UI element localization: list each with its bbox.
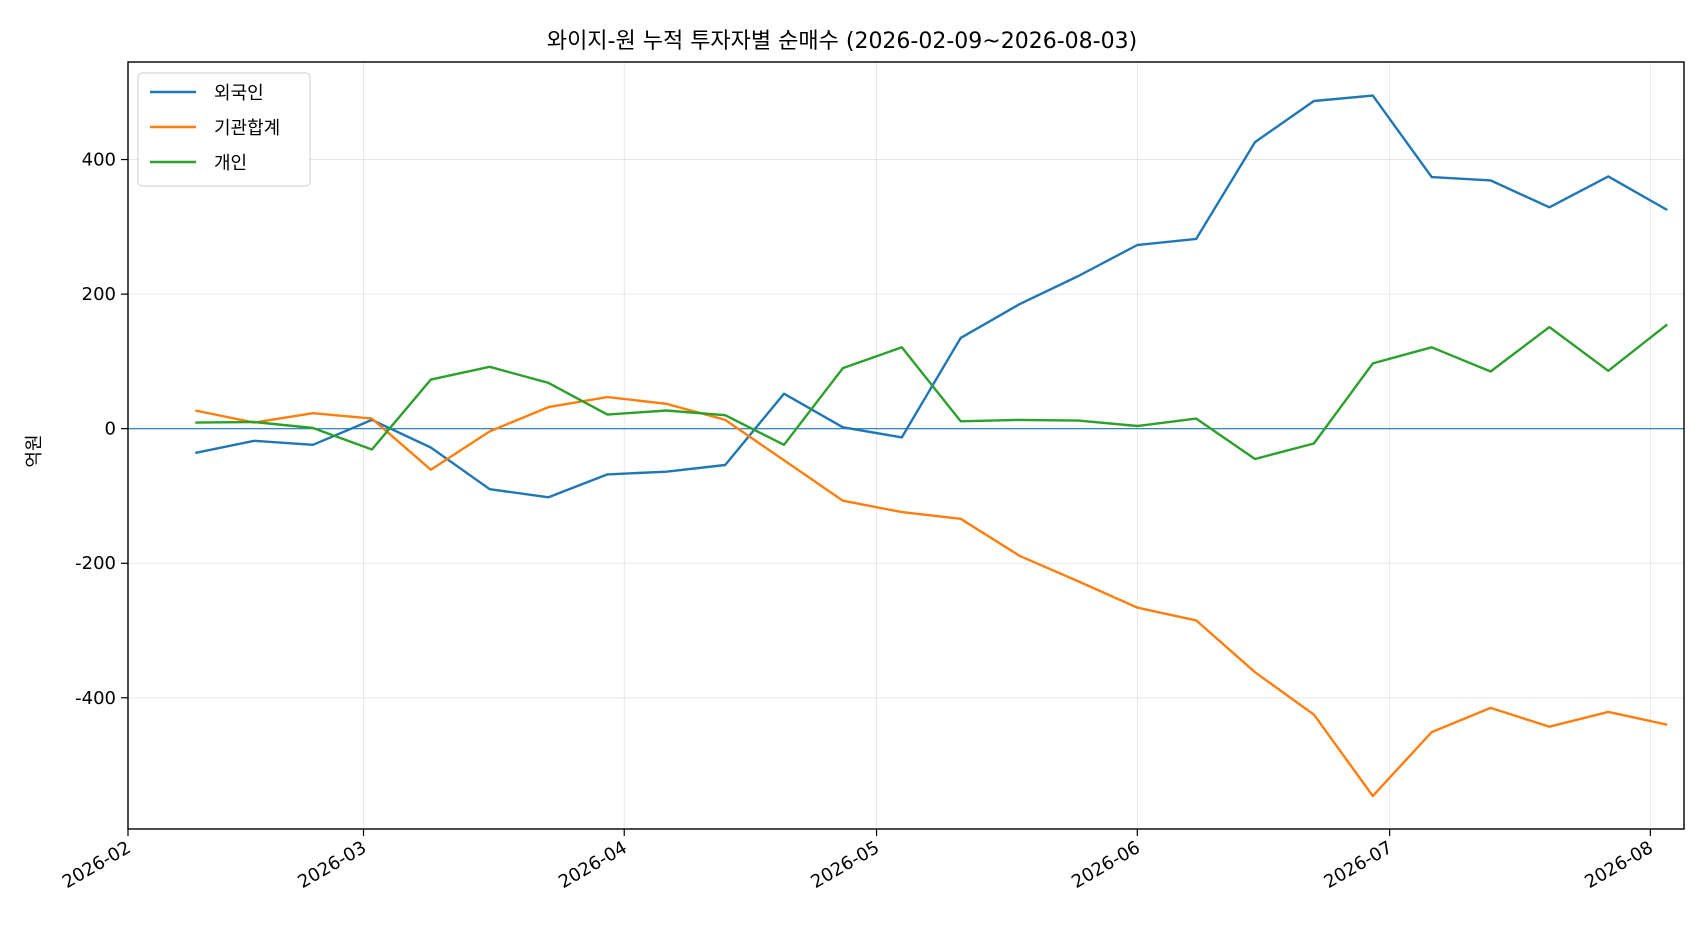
y-tick-label: 200	[82, 284, 116, 305]
series-line-3	[195, 323, 1668, 461]
series-lines	[195, 94, 1668, 798]
y-axis-label: 억원	[24, 434, 45, 467]
y-tick-label: 400	[82, 150, 116, 171]
chart-title: 와이지-원 누적 투자자별 순매수 (2026-02-09~2026-08-03…	[547, 29, 1137, 54]
y-axis-ticks: -400 -200 0 200 400	[75, 150, 128, 709]
y-tick-label: -200	[75, 553, 116, 574]
y-tick-label: -400	[75, 688, 116, 709]
legend-label: 외국인	[214, 83, 264, 104]
legend-label: 기관합계	[214, 118, 280, 139]
plot-area-frame	[127, 61, 1685, 830]
legend-box	[137, 72, 311, 187]
series-line-2	[195, 395, 1668, 798]
y-tick-label: 0	[105, 419, 116, 440]
series-line-1	[195, 94, 1668, 499]
legend-label: 개인	[214, 153, 247, 174]
